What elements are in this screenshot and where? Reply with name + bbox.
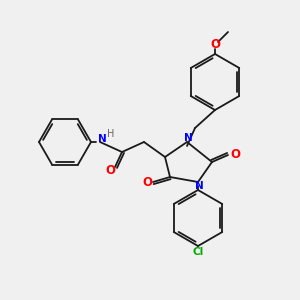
Text: O: O bbox=[142, 176, 152, 188]
Text: O: O bbox=[230, 148, 240, 161]
Text: Cl: Cl bbox=[192, 247, 204, 257]
Text: N: N bbox=[98, 134, 106, 144]
Text: N: N bbox=[195, 181, 203, 191]
Text: H: H bbox=[107, 129, 115, 139]
Text: N: N bbox=[184, 133, 192, 143]
Text: O: O bbox=[105, 164, 115, 178]
Text: O: O bbox=[210, 38, 220, 52]
